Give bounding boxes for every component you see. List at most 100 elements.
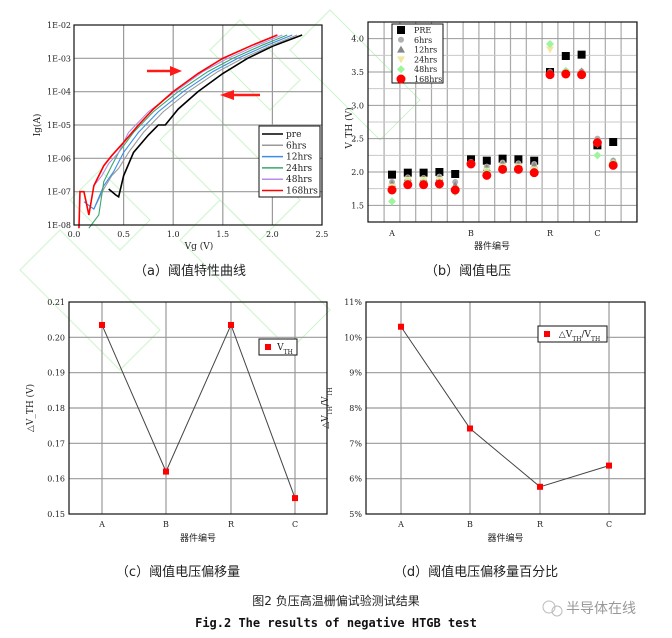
legend: VTH [258,338,298,356]
legend: △VTH/VTH [537,325,608,343]
y-tick-label: 11% [344,298,362,307]
caption-a: （a）阈值特性曲线 [134,263,246,279]
panel-d-threshold-shift-percent: 5% 6% 7% 8% 9% 10% 11% A B R C 器件编号 △VTH/VTH △VTH/VTH [321,298,646,544]
y-tick-label: 1E-06 [47,154,71,163]
legend-marker-6hrs [398,36,404,43]
watermark-text: 半导体在线 [566,601,636,617]
legend-marker [265,344,271,350]
x-group-label: B [468,229,474,238]
series-line [400,326,610,488]
x-tick-label: 1.0 [167,230,180,239]
x-tick-label: C [606,520,612,529]
data-point-R [228,321,234,328]
legend-label-PRE: PRE [414,26,431,35]
x-group-label: R [547,229,554,238]
y-tick-label: 1E-02 [47,21,71,30]
legend-label-24hrs: 24hrs [286,164,313,174]
legend-label-pre: pre [286,130,301,140]
legend-label-12hrs: 12hrs [286,153,313,163]
panel-a-threshold-curve: 0.0 0.5 1.0 1.5 2.0 2.5 1E-08 1E-07 1E-06 1E-05 1E… [32,21,328,252]
arrow-left-head-icon [220,90,234,100]
y-tick-label: 6% [349,475,362,484]
data-point-PRE [451,170,460,178]
legend-marker-48hrs [397,65,405,74]
data-point-168hrs [466,159,476,169]
caption-c: （c）阈值电压偏移量 [116,564,240,580]
legend-label-24hrs: 24hrs [414,55,437,64]
caption-d: （d）阈值电压偏移量百分比 [394,564,558,580]
legend-marker-24hrs [397,56,405,64]
data-point-PRE [435,168,444,176]
plot-frame [367,21,638,223]
data-point-PRE [561,52,570,60]
data-point-PRE [530,156,539,165]
wechat-logo-icon [542,600,563,617]
data-point-48hrs [388,197,396,206]
data-point-168hrs [561,69,571,79]
legend-marker [544,331,550,337]
x-tick-label: R [537,520,544,529]
caption-b: （b）阈值电压 [425,263,511,279]
panel-c-y-axis-label: △V_TH (V) [25,384,36,432]
y-tick-label: 2.0 [351,168,364,177]
y-tick-label: 7% [349,439,362,448]
data-point-B [467,425,473,432]
data-point-PRE [609,138,618,146]
series-line [101,323,296,499]
x-tick-label: R [228,520,235,529]
data-point-A [99,321,105,328]
data-point-168hrs [434,179,444,189]
legend-label-12hrs: 12hrs [414,46,437,55]
y-tick-label: 3.5 [351,68,364,77]
plot-frame [68,301,328,515]
x-tick-label: C [292,520,298,529]
series-line-6hrs [93,34,298,210]
x-group-label: C [594,229,600,238]
data-point-24hrs [546,46,554,54]
panel-c-threshold-shift: 0.15 0.16 0.17 0.18 0.19 0.20 0.21 A B R C 器件编号 VTH [47,298,328,544]
legend-label: VTH [276,343,293,356]
y-tick-label: 3.0 [351,101,364,110]
data-point-C [292,495,298,502]
data-point-B [163,468,169,475]
legend-label-168hrs: 168hrs [414,75,442,84]
data-point-168hrs [529,168,539,178]
legend-box [258,338,298,356]
x-axis-label: Vg (V) [184,241,214,252]
legend-box [258,125,321,198]
data-point-PRE [388,170,396,179]
y-tick-label: 2.5 [351,135,364,144]
legend-label-48hrs: 48hrs [286,175,313,185]
plot-frame [365,301,646,515]
legend-label-48hrs: 48hrs [414,65,437,74]
panel-b-y-axis-label: V_TH (V) [344,107,355,149]
data-point-168hrs [577,70,587,80]
y-tick-label: 0.18 [47,404,65,413]
data-point-168hrs [513,164,523,174]
legend-label-6hrs: 6hrs [414,36,432,45]
y-tick-label: 8% [349,404,362,413]
x-axis-label: 器件编号 [180,532,216,544]
data-point-168hrs [592,138,602,148]
x-tick-label: 2.5 [316,230,329,239]
series-line-pre [108,34,303,199]
x-tick-label: 0.5 [117,230,130,239]
x-tick-label: 2.0 [266,230,279,239]
y-tick-label: 1E-05 [47,121,71,130]
y-tick-label: 1E-07 [47,188,71,197]
data-point-PRE [498,154,507,163]
data-point-168hrs [545,70,555,80]
y-tick-label: 0.17 [47,439,65,448]
data-point-PRE [514,155,523,164]
data-point-R [537,483,543,490]
y-axis-label: Ig(A) [32,114,43,137]
legend-marker-168hrs [396,74,406,84]
x-tick-label: 0.0 [68,230,81,239]
x-tick-label: B [163,520,169,529]
data-point-48hrs [593,151,602,160]
legend-label-168hrs: 168hrs [286,187,318,197]
